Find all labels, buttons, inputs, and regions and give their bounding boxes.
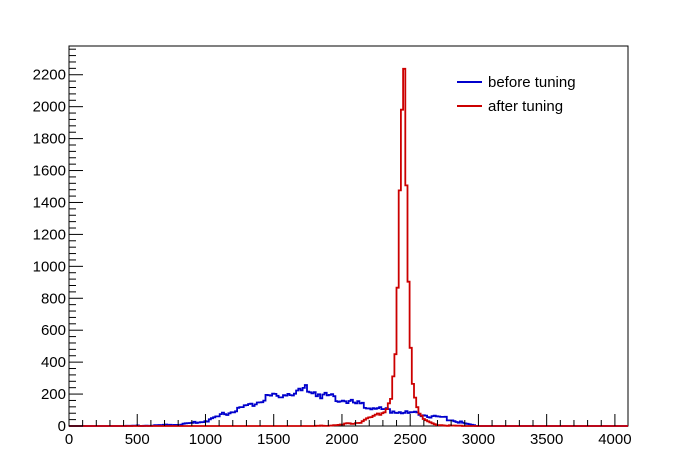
legend: before tuning after tuning — [457, 74, 576, 115]
y-tick-label: 600 — [41, 322, 66, 339]
x-tick-label: 2500 — [393, 431, 426, 448]
y-tick-label: 1600 — [33, 163, 66, 180]
legend-label-after-tuning: after tuning — [488, 98, 563, 115]
legend-label-before-tuning: before tuning — [488, 74, 576, 91]
y-tick-label: 0 — [58, 418, 66, 435]
x-tick-label: 0 — [65, 431, 73, 448]
x-tick-label: 4000 — [598, 431, 631, 448]
y-tick-label: 1400 — [33, 194, 66, 211]
x-tick-label: 3500 — [530, 431, 563, 448]
axis-layer: 0 500 1000 1500 2000 2500 3000 3500 4000 0 200 400 6… — [33, 48, 632, 448]
x-tick-label: 2000 — [325, 431, 358, 448]
y-tick-label: 200 — [41, 386, 66, 403]
y-tick-label: 2000 — [33, 99, 66, 116]
x-tick-label: 1000 — [189, 431, 222, 448]
y-tick-label: 800 — [41, 290, 66, 307]
plot-frame — [68, 45, 629, 427]
series-line-after-tuning — [69, 67, 628, 427]
y-tick-label: 2200 — [33, 67, 66, 84]
y-tick-label: 1000 — [33, 258, 66, 275]
y-tick-label: 1800 — [33, 131, 66, 148]
x-tick-label: 3000 — [462, 431, 495, 448]
y-tick-label: 400 — [41, 354, 66, 371]
y-tick-label: 1200 — [33, 226, 66, 243]
x-tick-label: 500 — [125, 431, 150, 448]
x-tick-label: 1500 — [257, 431, 290, 448]
